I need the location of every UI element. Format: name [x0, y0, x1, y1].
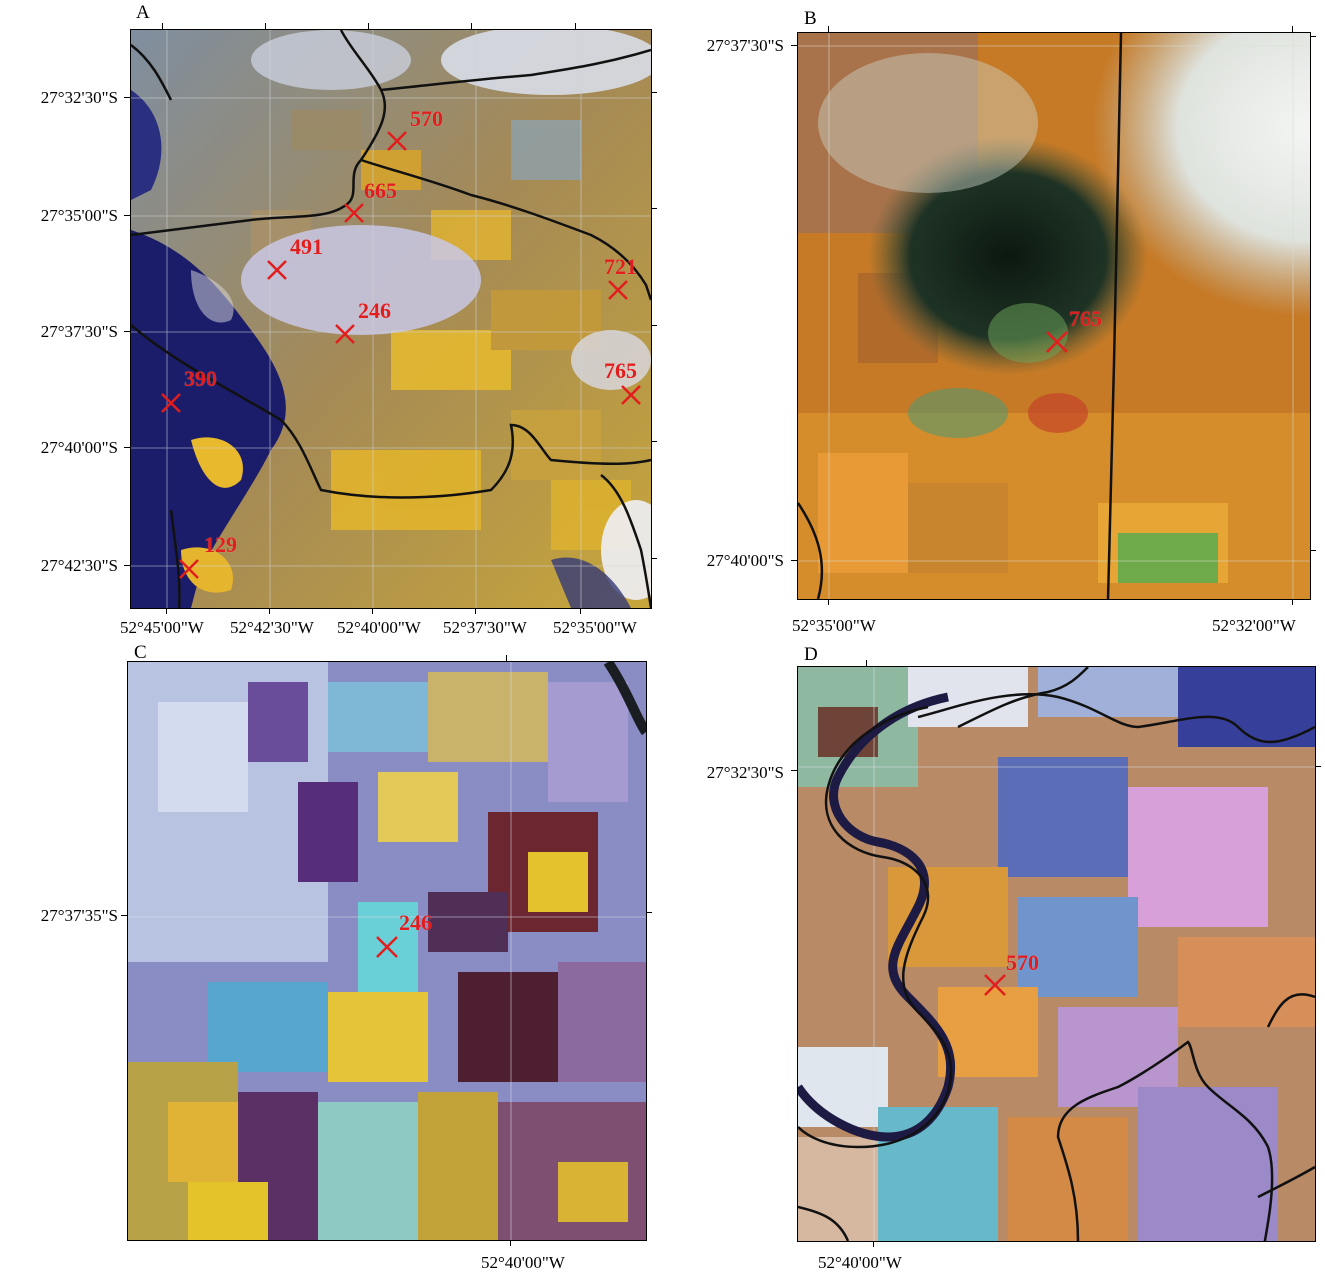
marker-cross-icon [179, 559, 199, 579]
panel-a-lat-label: 27°42'30"S [40, 556, 118, 575]
panel-a-tick-right-4 [651, 441, 657, 442]
panel-a-lon-label: 52°45'00"W [120, 618, 204, 637]
panel-c-tick-lat-1 [121, 915, 127, 916]
panel-a-tick-lon-1 [166, 608, 167, 614]
marker-label-246: 246 [399, 910, 432, 935]
panel-a-tick-top-2 [265, 23, 266, 29]
marker-label-570: 570 [1006, 950, 1039, 975]
panel-b-tick-lat-1 [791, 45, 797, 46]
panel-a-lat-label: 27°32'30"S [40, 88, 118, 107]
marker-cross-icon [387, 131, 407, 151]
marker-label-491: 491 [290, 234, 323, 259]
marker-label-570: 570 [410, 106, 443, 131]
panel-a-lat-label: 27°37'30"S [40, 322, 118, 341]
panel-b-tick-top-2 [1292, 26, 1293, 32]
panel-d-tick-lat-1 [791, 770, 797, 771]
panel-letter-d: D [804, 644, 818, 665]
panel-d-lat-label: 27°32'30"S [706, 763, 784, 782]
panel-d-lon-label: 52°40'00"W [818, 1253, 902, 1272]
panel-d-tick-lon-1 [873, 1241, 874, 1247]
panel-letter-a: A [136, 2, 150, 23]
marker-label-765: 765 [604, 358, 650, 384]
panel-a-tick-lat-5 [124, 565, 130, 566]
marker-cross-icon [621, 385, 641, 405]
panel-a-tick-lon-3 [372, 608, 373, 614]
panel-c-satellite-svg [128, 662, 646, 1240]
panel-b-tick-lon-1 [828, 599, 829, 605]
panel-c-lat-label: 27°37'35"S [40, 906, 118, 925]
panel-b-satellite-svg [798, 33, 1310, 599]
panel-a-tick-lat-1 [124, 97, 130, 98]
marker-cross-icon [608, 280, 628, 300]
panel-a-lat-label: 27°35'00"S [40, 206, 118, 225]
panel-a-tick-lat-2 [124, 215, 130, 216]
panel-a-tick-top-1 [162, 23, 163, 29]
panel-a-tick-lat-4 [124, 447, 130, 448]
panel-a-lat-label: 27°40'00"S [40, 438, 118, 457]
panel-a-lon-label: 52°37'30"W [443, 618, 527, 637]
marker-cross-icon [267, 260, 287, 280]
panel-b-lon-label: 52°32'00"W [1212, 616, 1296, 635]
panel-a-tick-lon-5 [580, 608, 581, 614]
panel-b-lon-label: 52°35'00"W [792, 616, 876, 635]
marker-cross-icon [376, 936, 398, 958]
panel-a-tick-top-3 [368, 23, 369, 29]
marker-label-765: 765 [1069, 306, 1102, 331]
panel-a-lon-label: 52°35'00"W [553, 618, 637, 637]
panel-a-tick-right-5 [651, 558, 657, 559]
panel-a-tick-right-3 [651, 325, 657, 326]
marker-label-765-text: 765 [604, 358, 637, 383]
panel-b-map-image [797, 32, 1311, 600]
panel-a-lon-label: 52°42'30"W [230, 618, 314, 637]
marker-label-246: 246 [358, 298, 391, 323]
panel-d-tick-right-1 [1315, 766, 1321, 767]
panel-a-tick-lon-2 [269, 608, 270, 614]
marker-label-129: 129 [204, 532, 237, 557]
marker-label-390: 390 [184, 366, 217, 391]
panel-a-tick-lon-4 [475, 608, 476, 614]
panel-b-tick-top-1 [828, 26, 829, 32]
panel-b-tick-right-2 [1310, 550, 1316, 551]
panel-letter-c: C [134, 642, 147, 663]
panel-b-tick-right-1 [1310, 36, 1316, 37]
marker-cross-icon [984, 974, 1006, 996]
panel-d-tick-top-1 [866, 660, 867, 666]
marker-cross-icon [161, 393, 181, 413]
panel-d-satellite-svg [798, 667, 1315, 1241]
panel-d-map-image [797, 666, 1316, 1242]
panel-b-tick-lon-2 [1292, 599, 1293, 605]
panel-b-lat-label: 27°37'30"S [706, 36, 784, 55]
marker-label-665: 665 [364, 178, 397, 203]
panel-c-lon-label: 52°40'00"W [481, 1253, 565, 1272]
marker-label-721-text: 721 [604, 254, 637, 279]
panel-a-satellite-svg [131, 30, 651, 608]
panel-c-map-image [127, 661, 647, 1241]
marker-label-721: 721 [604, 254, 650, 280]
panel-c-tick-lon-1 [510, 1240, 511, 1246]
panel-a-tick-right-1 [651, 92, 657, 93]
panel-b-lat-label: 27°40'00"S [706, 551, 784, 570]
marker-cross-icon [1046, 331, 1068, 353]
panel-c-tick-right-1 [646, 912, 652, 913]
panel-c-tick-top-1 [506, 655, 507, 661]
marker-cross-icon [335, 324, 355, 344]
panel-a-map-image [130, 29, 652, 609]
panel-a-tick-top-5 [575, 23, 576, 29]
panel-a-lon-label: 52°40'00"W [337, 618, 421, 637]
panel-b-tick-lat-2 [791, 560, 797, 561]
panel-a-tick-top-4 [471, 23, 472, 29]
panel-a-tick-lat-3 [124, 331, 130, 332]
marker-cross-icon [344, 203, 364, 223]
panel-a-tick-right-2 [651, 208, 657, 209]
panel-letter-b: B [804, 8, 817, 29]
